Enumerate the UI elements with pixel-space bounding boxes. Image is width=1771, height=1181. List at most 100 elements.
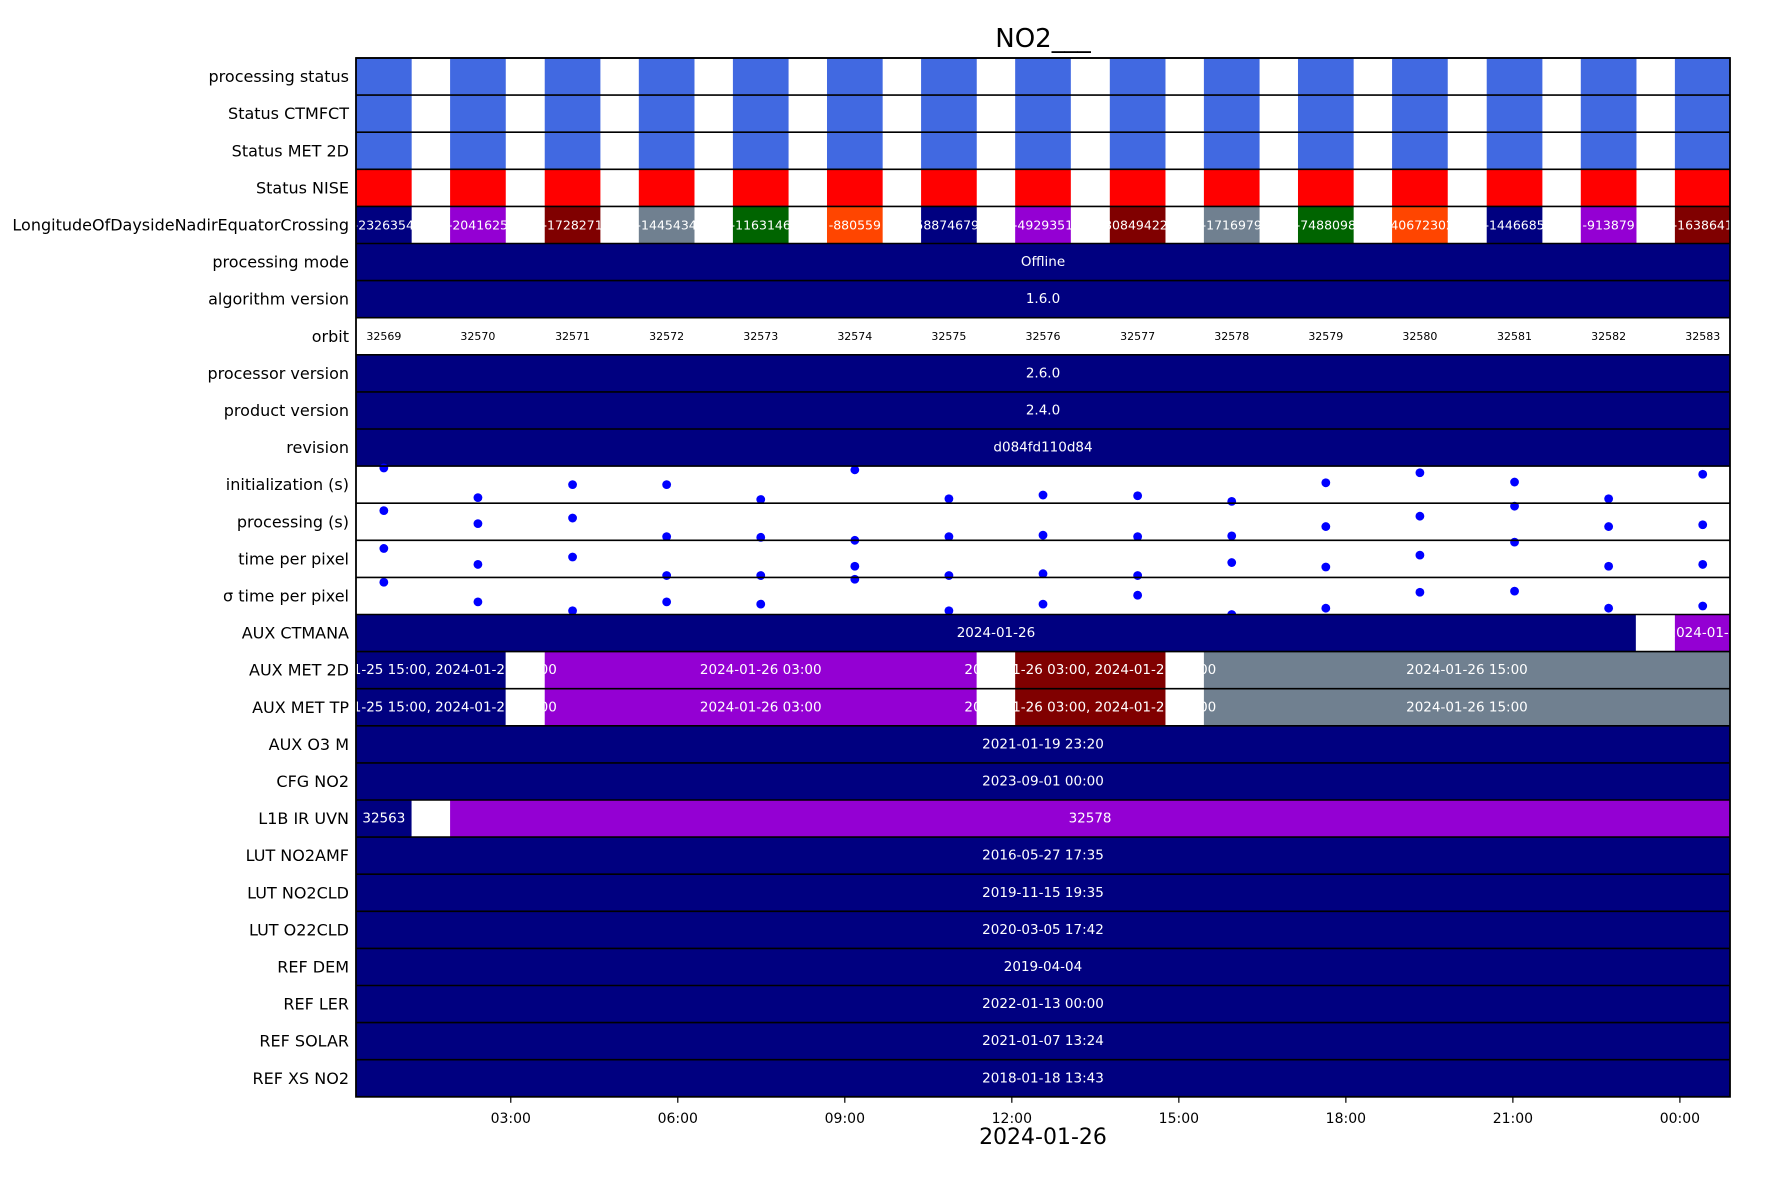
row-label-time-per-pixel: σ time per pixel <box>223 586 349 605</box>
row-label-aux-o3-m: AUX O3 M <box>269 735 349 754</box>
status-cell-status-met-2d-32579 <box>1297 132 1354 170</box>
point-processing-s-32572 <box>662 532 672 541</box>
point-time-per-pixel-32579 <box>1321 562 1331 572</box>
status-cell-status-nise-32572 <box>638 169 695 207</box>
orbit-label-32578: 32578 <box>1214 330 1249 343</box>
segment-aux-met-2d-5 <box>1165 651 1204 689</box>
segment-lut-no2cld-0 <box>356 874 1730 912</box>
row-label-processing-s: processing (s) <box>237 512 349 531</box>
row-label-orbit: orbit <box>312 327 349 346</box>
segment-aux-o3-m-0 <box>356 725 1730 763</box>
segment-l1b-ir-uvn-1 <box>411 800 451 838</box>
value-cell-32576 <box>1015 206 1071 244</box>
segment-label-aux-met-2d-4: 2024-01-26 03:00, 2024-01-26 15:00 <box>964 662 1216 678</box>
value-cell-32583 <box>1674 206 1731 244</box>
row-label-cfg-no2: CFG NO2 <box>276 772 349 791</box>
point-time-per-pixel-32580 <box>1415 550 1425 560</box>
orbit-label-32570: 32570 <box>460 330 495 343</box>
x-tick-label-4: 15:00 <box>1159 1111 1199 1127</box>
x-tick-label-2: 09:00 <box>825 1111 865 1127</box>
status-cell-processing-status-32575 <box>921 58 977 96</box>
orbit-label-32576: 32576 <box>1026 330 1061 343</box>
x-tick-label-0: 03:00 <box>491 1111 531 1127</box>
point-time-per-pixel-32578 <box>1227 558 1237 567</box>
plot-frame <box>355 57 1731 1098</box>
point-time-per-pixel-32577 <box>1133 590 1143 600</box>
point-time-per-pixel-32577 <box>1133 571 1143 580</box>
status-cell-status-met-2d-32576 <box>1015 132 1071 170</box>
segment-label-algorithm-version-0: 1.6.0 <box>1026 291 1060 307</box>
point-time-per-pixel-32576 <box>1038 569 1048 579</box>
row-label-revision: revision <box>286 438 349 457</box>
segment-aux-ctmana-2 <box>1674 614 1730 652</box>
segment-label-aux-met-tp-6: 2024-01-26 15:00 <box>1406 699 1528 715</box>
segment-ref-dem-0 <box>356 948 1730 986</box>
point-time-per-pixel-32576 <box>1038 599 1048 609</box>
segment-revision-0 <box>356 429 1730 467</box>
segment-label-aux-met-tp-4: 2024-01-26 03:00, 2024-01-26 15:00 <box>964 699 1216 715</box>
point-time-per-pixel-32579 <box>1321 603 1331 613</box>
orbit-label-32582: 32582 <box>1591 330 1626 343</box>
point-processing-s-32580 <box>1415 511 1425 521</box>
status-cell-processing-status-32569 <box>356 58 412 96</box>
point-processing-s-32578 <box>1227 531 1237 541</box>
point-initialization-s-32572 <box>662 480 672 490</box>
segment-label-lut-o22cld-0: 2020-03-05 17:42 <box>982 922 1104 938</box>
point-time-per-pixel-32572 <box>662 597 672 607</box>
point-time-per-pixel-32571 <box>568 606 577 616</box>
status-cell-status-nise-32569 <box>356 169 412 207</box>
orbit-label-32572: 32572 <box>649 330 684 343</box>
point-initialization-s-32575 <box>944 494 954 504</box>
segment-aux-met-2d-4 <box>1015 651 1166 689</box>
point-processing-s-32571 <box>568 513 577 523</box>
segment-label-aux-ctmana-0: 2024-01-26 <box>957 625 1035 641</box>
value-label-32574: -880559 <box>829 217 881 232</box>
value-label-32583: -1638641 <box>1673 217 1733 232</box>
status-cell-processing-status-32582 <box>1580 58 1637 96</box>
point-time-per-pixel-32580 <box>1415 587 1425 597</box>
status-cell-status-nise-32579 <box>1297 169 1354 207</box>
status-cell-processing-status-32581 <box>1486 58 1543 96</box>
point-time-per-pixel-32575 <box>944 571 954 580</box>
segment-label-aux-met-tp-2: 2024-01-26 03:00 <box>700 699 822 715</box>
point-processing-s-32569 <box>379 506 389 516</box>
segment-label-l1b-ir-uvn-0: 32563 <box>362 811 405 827</box>
status-cell-status-met-2d-32570 <box>450 132 506 170</box>
segment-label-aux-met-tp-0: 2024-01-25 15:00, 2024-01-26 03:00 <box>305 699 557 715</box>
segment-label-aux-ctmana-2: 2024-01-2 <box>1668 625 1738 641</box>
segment-aux-ctmana-0 <box>356 614 1636 652</box>
point-time-per-pixel-32570 <box>473 597 483 607</box>
value-label-32575: -588746795 <box>911 217 987 232</box>
row-label-aux-ctmana: AUX CTMANA <box>242 624 349 643</box>
segment-aux-met-2d-2 <box>544 651 977 689</box>
chart-title: NO2___ <box>995 24 1091 54</box>
point-initialization-s-32569 <box>379 463 389 473</box>
status-cell-status-nise-32575 <box>921 169 977 207</box>
point-initialization-s-32573 <box>756 495 766 504</box>
point-initialization-s-32580 <box>1415 468 1425 478</box>
row-label-aux-met-2d: AUX MET 2D <box>249 661 349 680</box>
point-time-per-pixel-32581 <box>1510 586 1519 596</box>
segment-algorithm-version-0 <box>356 280 1730 318</box>
row-label-lut-o22cld: LUT O22CLD <box>249 920 349 939</box>
status-cell-processing-status-32580 <box>1392 58 1448 96</box>
point-initialization-s-32577 <box>1133 491 1143 501</box>
status-cell-status-nise-32580 <box>1392 169 1448 207</box>
segment-lut-no2amf-0 <box>356 837 1730 875</box>
point-time-per-pixel-32574 <box>850 561 860 571</box>
point-processing-s-32570 <box>473 519 483 529</box>
value-label-32569: -2326354 <box>354 217 414 232</box>
point-time-per-pixel-32571 <box>568 552 577 562</box>
segment-ref-ler-0 <box>356 985 1730 1023</box>
segment-label-aux-o3-m-0: 2021-01-19 23:20 <box>982 736 1104 752</box>
segment-label-ref-solar-0: 2021-01-07 13:24 <box>982 1033 1104 1049</box>
point-time-per-pixel-32573 <box>756 599 766 609</box>
status-cell-status-met-2d-32578 <box>1203 132 1260 170</box>
status-cell-status-ctmfct-32578 <box>1203 95 1260 133</box>
segment-label-revision-0: d084fd110d84 <box>993 440 1092 456</box>
status-cell-processing-status-32577 <box>1109 58 1166 96</box>
point-time-per-pixel-32569 <box>379 577 389 587</box>
row-label-status-nise: Status NISE <box>256 178 349 197</box>
status-cell-status-ctmfct-32575 <box>921 95 977 133</box>
row-label-ref-dem: REF DEM <box>277 957 349 976</box>
